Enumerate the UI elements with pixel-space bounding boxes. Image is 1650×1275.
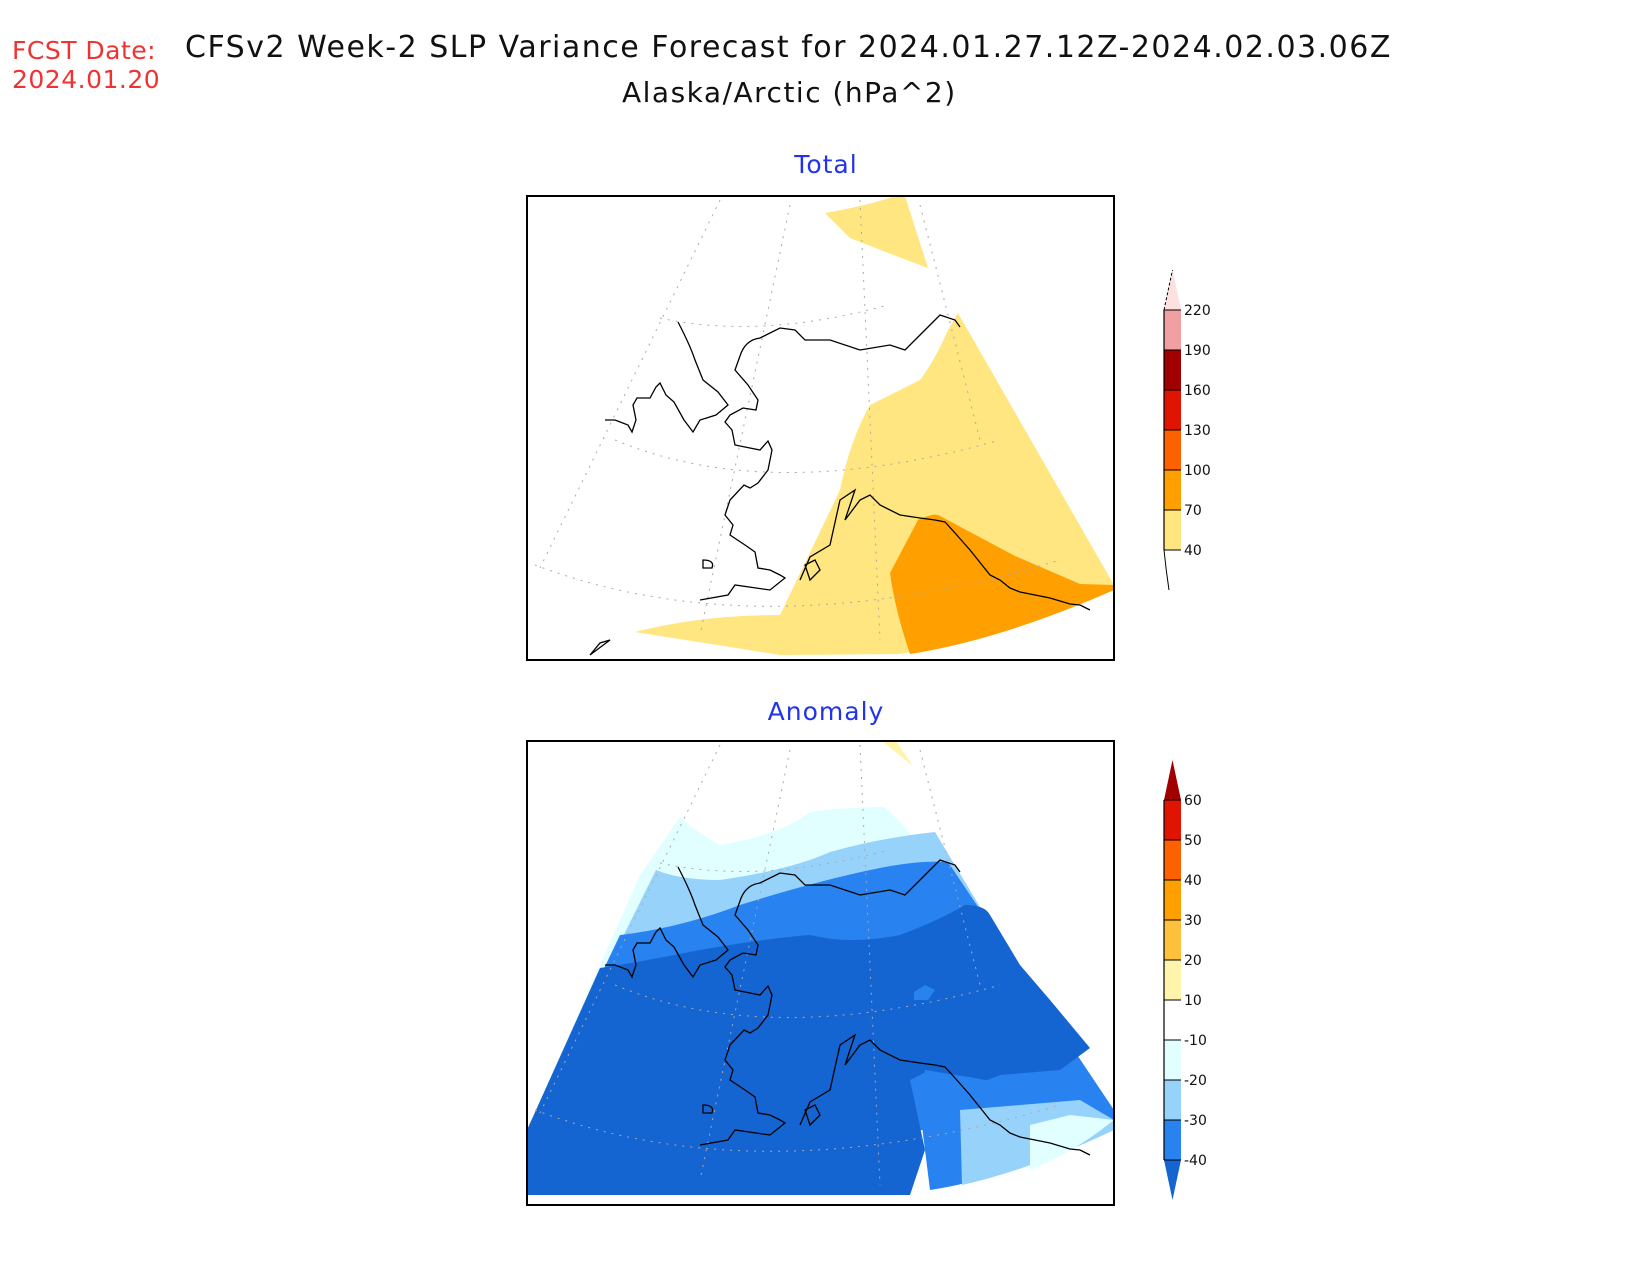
- total-colorbar-label: 190: [1184, 343, 1211, 359]
- total-colorbar-label: 40: [1184, 543, 1202, 559]
- anomaly-colorbar: -40 -30 -20 -10 10 20 30 40 50 60: [1163, 760, 1207, 1200]
- anomaly-colorbar-bin: [1164, 1040, 1181, 1080]
- total-colorbar-bin: [1164, 350, 1181, 390]
- total-colorbar-bin: [1164, 310, 1181, 350]
- anomaly-map: [527, 741, 1114, 1195]
- total-colorbar-label: 160: [1184, 383, 1211, 399]
- anomaly-colorbar-bin: [1164, 1000, 1181, 1040]
- figure-title: CFSv2 Week-2 SLP Variance Forecast for 2…: [185, 30, 1392, 65]
- anomaly-colorbar-bin: [1164, 880, 1181, 920]
- total-colorbar-bin: [1164, 430, 1181, 470]
- anomaly-colorbar-bin: [1164, 800, 1181, 840]
- total-graticule: [534, 199, 1061, 641]
- total-colorbar: 40 70 100 130 160 190 220: [1163, 269, 1211, 591]
- anomaly-contour-below-minus40: [527, 905, 1090, 1195]
- anomaly-colorbar-bin: [1164, 960, 1181, 1000]
- anomaly-colorbar-extend-low: [1164, 1160, 1181, 1200]
- anomaly-colorbar-label: 60: [1184, 793, 1202, 809]
- anomaly-panel-title: Anomaly: [767, 697, 885, 726]
- anomaly-colorbar-bin: [1164, 1120, 1181, 1160]
- anomaly-colorbar-label: 50: [1184, 833, 1202, 849]
- anomaly-colorbar-label: -40: [1184, 1153, 1207, 1169]
- total-contour-40-70-north: [825, 196, 928, 268]
- anomaly-contour-minus10-southeast: [1030, 1115, 1114, 1170]
- total-colorbar-extend-high: [1164, 270, 1181, 310]
- total-panel-title: Total: [794, 150, 858, 179]
- anomaly-colorbar-label: -20: [1184, 1073, 1207, 1089]
- forecast-date-value: 2024.01.20: [12, 65, 161, 94]
- anomaly-graticule: [534, 744, 1061, 1186]
- total-map-frame: [526, 195, 1115, 661]
- anomaly-contour-minus30-patch: [914, 985, 935, 1000]
- anomaly-colorbar-extend-high: [1164, 760, 1181, 800]
- total-contour-70-100: [890, 514, 1114, 654]
- total-colorbar-label: 130: [1184, 423, 1211, 439]
- anomaly-colorbar-label: 10: [1184, 993, 1202, 1009]
- forecast-date-label: FCST Date:: [12, 36, 157, 65]
- anomaly-colorbar-label: 30: [1184, 913, 1202, 929]
- anomaly-colorbar-label: 20: [1184, 953, 1202, 969]
- total-map: [534, 196, 1114, 656]
- anomaly-coastline: [605, 859, 1091, 1156]
- total-colorbar-extend-outline: [1163, 269, 1173, 311]
- total-colorbar-bin: [1164, 390, 1181, 430]
- figure-subtitle: Alaska/Arctic (hPa^2): [622, 76, 957, 109]
- total-colorbar-extend-low: [1163, 549, 1170, 591]
- anomaly-colorbar-bin: [1164, 920, 1181, 960]
- total-colorbar-bin: [1164, 470, 1181, 510]
- total-coastline: [589, 314, 1091, 656]
- total-colorbar-bin: [1164, 510, 1181, 550]
- anomaly-map-frame: [526, 740, 1115, 1206]
- anomaly-colorbar-label: -10: [1184, 1033, 1207, 1049]
- anomaly-colorbar-bin: [1164, 840, 1181, 880]
- anomaly-colorbar-bin: [1164, 1080, 1181, 1120]
- total-colorbar-label: 70: [1184, 503, 1202, 519]
- anomaly-colorbar-label: -30: [1184, 1113, 1207, 1129]
- anomaly-contour-10-20: [882, 741, 913, 766]
- total-colorbar-label: 220: [1184, 303, 1211, 319]
- anomaly-colorbar-label: 40: [1184, 873, 1202, 889]
- total-colorbar-label: 100: [1184, 463, 1211, 479]
